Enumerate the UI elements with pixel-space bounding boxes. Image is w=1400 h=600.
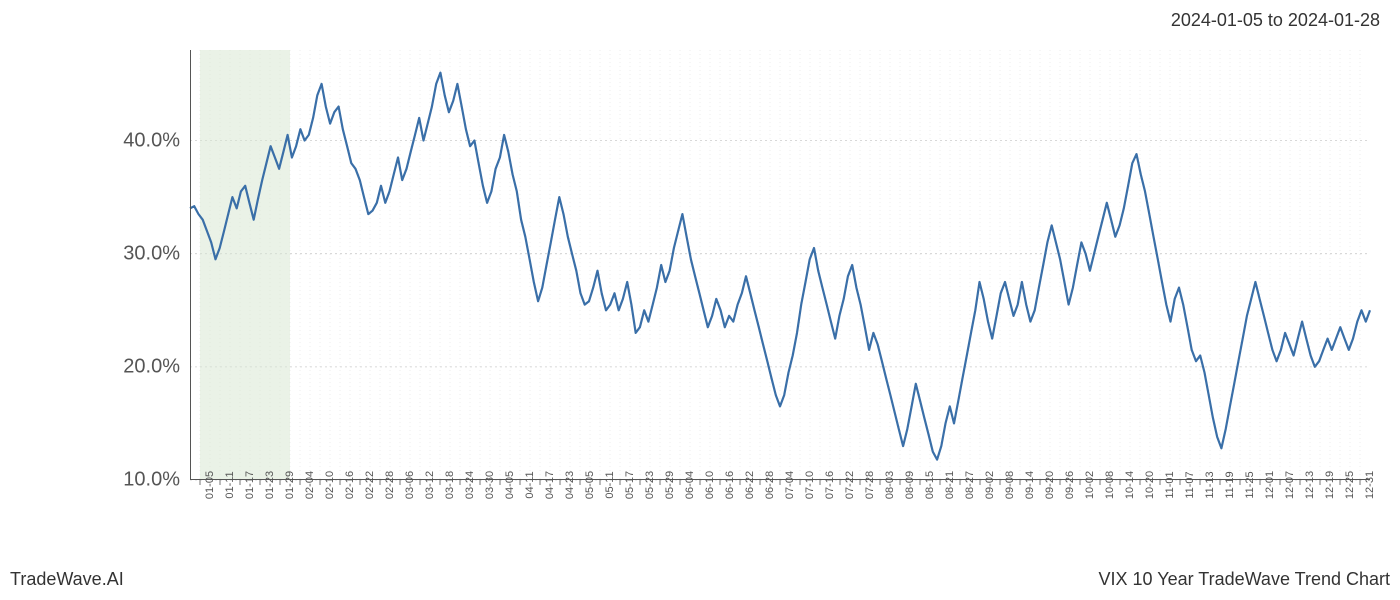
x-tick-label: 12-25 [1344, 471, 1356, 499]
y-tick-label: 10.0% [123, 469, 180, 492]
x-tick-label: 01-05 [204, 471, 216, 499]
x-tick-label: 06-04 [684, 471, 696, 499]
x-tick-label: 05-11 [604, 471, 616, 498]
x-tick-label: 11-07 [1184, 471, 1196, 498]
x-tick-label: 01-17 [244, 471, 256, 499]
x-tick-label: 11-25 [1244, 471, 1256, 498]
x-tick-label: 03-12 [424, 471, 436, 499]
x-tick-label: 12-31 [1364, 471, 1376, 499]
x-tick-label: 07-22 [844, 471, 856, 499]
x-tick-label: 07-16 [824, 471, 836, 499]
x-tick-label: 10-20 [1144, 471, 1156, 499]
y-tick-label: 30.0% [123, 242, 180, 265]
x-tick-label: 11-01 [1164, 471, 1176, 498]
x-tick-label: 03-18 [444, 471, 456, 499]
x-tick-label: 01-11 [224, 471, 236, 498]
x-tick-label: 04-23 [564, 471, 576, 499]
x-tick-label: 10-08 [1104, 471, 1116, 499]
x-tick-label: 08-03 [884, 471, 896, 499]
y-axis: 10.0%20.0%30.0%40.0% [80, 50, 190, 480]
x-tick-label: 06-28 [764, 471, 776, 499]
x-tick-label: 03-24 [464, 471, 476, 499]
x-tick-label: 09-26 [1064, 471, 1076, 499]
x-tick-label: 09-08 [1004, 471, 1016, 499]
x-tick-label: 01-23 [264, 471, 276, 499]
x-tick-label: 02-22 [364, 471, 376, 499]
x-tick-label: 02-10 [324, 471, 336, 499]
x-tick-label: 12-07 [1284, 471, 1296, 499]
x-tick-label: 02-16 [344, 471, 356, 499]
x-tick-label: 07-10 [804, 471, 816, 499]
x-tick-label: 09-14 [1024, 471, 1036, 499]
x-tick-label: 06-10 [704, 471, 716, 499]
x-tick-label: 08-15 [924, 471, 936, 499]
plot-border [190, 50, 1370, 480]
x-tick-label: 12-01 [1264, 471, 1276, 499]
x-tick-label: 08-09 [904, 471, 916, 499]
x-tick-label: 03-06 [404, 471, 416, 499]
x-tick-label: 05-29 [664, 471, 676, 499]
branding-text: TradeWave.AI [10, 569, 124, 590]
x-tick-label: 06-22 [744, 471, 756, 499]
x-tick-label: 07-04 [784, 471, 796, 499]
y-tick-label: 20.0% [123, 355, 180, 378]
x-tick-label: 04-11 [524, 471, 536, 498]
chart-title: VIX 10 Year TradeWave Trend Chart [1099, 569, 1391, 590]
x-tick-label: 01-29 [284, 471, 296, 499]
x-axis: 01-0501-1101-1701-2301-2902-0402-1002-16… [190, 480, 1370, 560]
x-tick-label: 06-16 [724, 471, 736, 499]
x-tick-label: 08-21 [944, 471, 956, 499]
x-tick-label: 12-13 [1304, 471, 1316, 499]
x-tick-label: 04-17 [544, 471, 556, 499]
chart-plot-area [190, 50, 1370, 480]
x-tick-label: 12-19 [1324, 471, 1336, 499]
x-tick-label: 11-19 [1224, 471, 1236, 498]
x-tick-label: 05-17 [624, 471, 636, 499]
x-tick-label: 02-04 [304, 471, 316, 499]
date-range-label: 2024-01-05 to 2024-01-28 [1171, 10, 1380, 31]
x-tick-label: 02-28 [384, 471, 396, 499]
x-tick-label: 09-20 [1044, 471, 1056, 499]
x-tick-label: 04-05 [504, 471, 516, 499]
x-tick-label: 11-13 [1204, 471, 1216, 498]
x-tick-label: 10-14 [1124, 471, 1136, 499]
x-tick-label: 03-30 [484, 471, 496, 499]
x-tick-label: 07-28 [864, 471, 876, 499]
x-tick-label: 08-27 [964, 471, 976, 499]
x-tick-label: 10-02 [1084, 471, 1096, 499]
x-tick-label: 05-05 [584, 471, 596, 499]
y-tick-label: 40.0% [123, 129, 180, 152]
x-tick-label: 05-23 [644, 471, 656, 499]
x-tick-label: 09-02 [984, 471, 996, 499]
